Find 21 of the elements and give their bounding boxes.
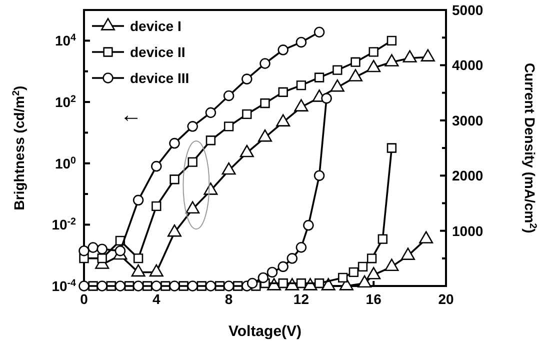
x-tick-label: 0 (80, 291, 88, 307)
x-tick-label: 8 (224, 291, 233, 307)
y2-tick-label: 2000 (452, 168, 484, 184)
legend-label: device II (130, 44, 186, 60)
y-tick-label: 10$^{-4}$ (52, 278, 77, 294)
x-tick-label: 12 (293, 291, 310, 307)
x-tick-label: 4 (152, 291, 160, 307)
y2-tick-label: 1000 (452, 222, 484, 239)
x-tick-label: 20 (438, 291, 454, 307)
y-tick-label: 10$^{4}$ (54, 32, 77, 49)
legend-label: device III (130, 70, 190, 86)
y-tick-label: 10$^{0}$ (54, 154, 77, 172)
x-axis-title: Voltage(V) (228, 323, 302, 340)
y2-tick-label: 4000 (452, 57, 484, 74)
y-tick-label: 10$^{-2}$ (52, 216, 77, 233)
legend-label: device I (130, 18, 182, 34)
x-tick-label: 16 (366, 291, 382, 307)
annotation: ← (120, 102, 142, 127)
y2-tick-label: 3000 (452, 112, 484, 128)
y-tick-label: 10$^{2}$ (54, 94, 77, 110)
y2-tick-label: 5000 (452, 2, 484, 18)
